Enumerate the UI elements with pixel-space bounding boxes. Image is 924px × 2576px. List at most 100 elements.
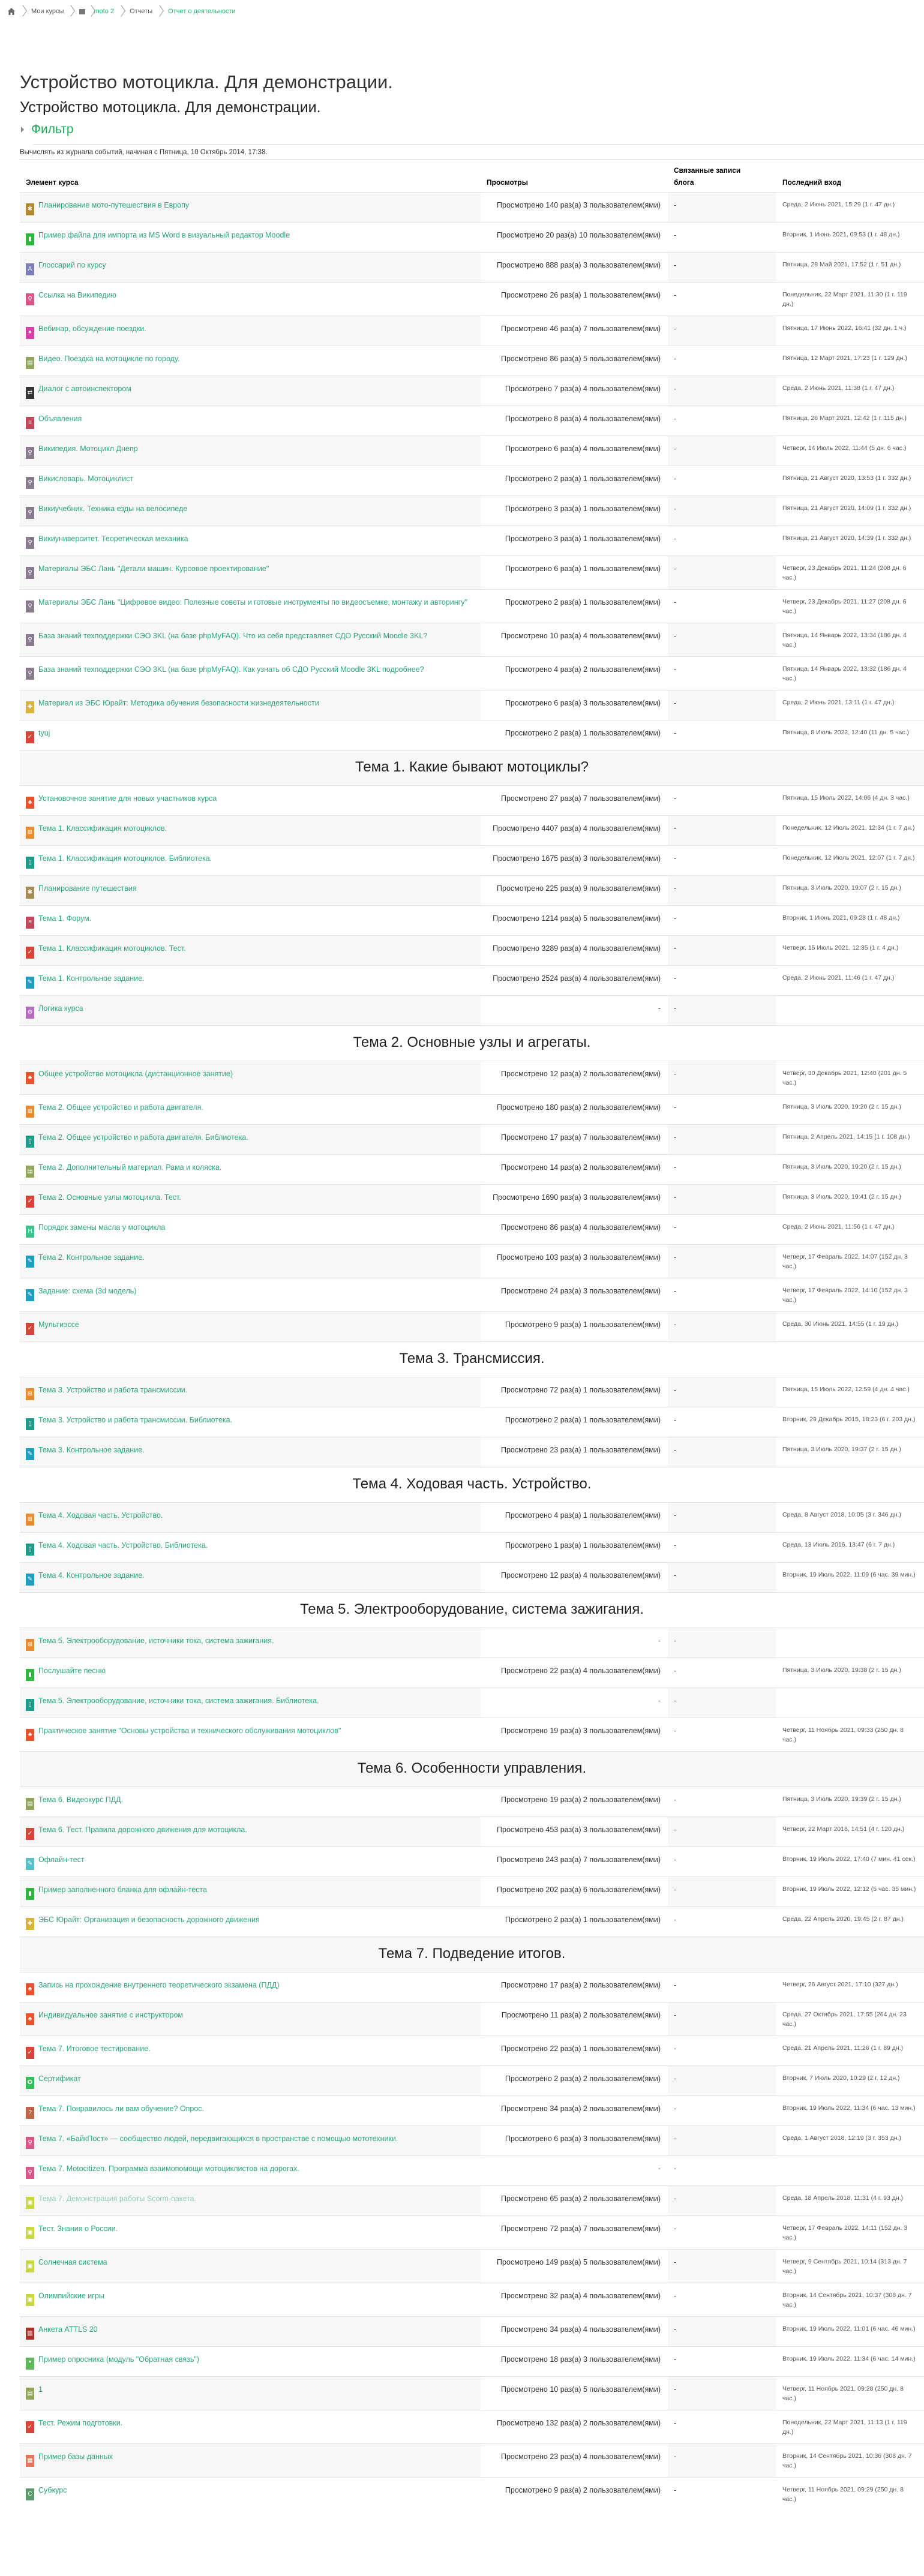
activity-link[interactable]: Задание: схема (3d модель) — [38, 1287, 137, 1295]
last-access-cell: Пятница, 3 Июль 2020, 19:39 (2 г. 15 дн.… — [776, 1787, 924, 1817]
activity-link[interactable]: Олимпийские игры — [38, 2292, 104, 2300]
activity-link[interactable]: Тема 6. Видеокурс ПДД. — [38, 1796, 124, 1804]
activity-link[interactable]: Тема 6. Тест. Правила дорожного движения… — [38, 1826, 247, 1834]
activity-link[interactable]: Тест. Режим подготовки. — [38, 2419, 123, 2427]
activity-link[interactable]: Википедия. Мотоцикл Днепр — [38, 445, 138, 453]
activity-link[interactable]: Вебинар, обсуждение поездки. — [38, 325, 146, 333]
activity-link[interactable]: Сертификат — [38, 2074, 81, 2083]
activity-link[interactable]: Пример заполненного бланка для офлайн-те… — [38, 1886, 207, 1894]
blog-cell: - — [668, 690, 776, 720]
table-row: ⚲ Википедия. Мотоцикл Днепр Просмотрено 6 … — [20, 436, 924, 466]
activity-link[interactable]: Тема 2. Дополнительный материал. Рама и … — [38, 1163, 222, 1172]
feedback-icon: ❝ — [26, 2358, 34, 2370]
activity-link[interactable]: Тема 1. Классификация мотоциклов. Тест. — [38, 944, 186, 953]
activity-link[interactable]: Тема 7. Демонстрация работы Scorm-пакета… — [38, 2194, 197, 2203]
activity-link[interactable]: Викиуниверситет. Теоретическая механика — [38, 535, 188, 543]
breadcrumb-my-courses[interactable]: Мои курсы — [31, 8, 64, 15]
activity-link[interactable]: Пример опросника (модуль "Обратная связь… — [38, 2355, 199, 2364]
activity-link[interactable]: Тема 3. Устройство и работа трансмиссии. — [38, 1386, 188, 1394]
activity-link[interactable]: ЭБС Юрайт: Организация и безопасность до… — [38, 1916, 260, 1924]
home-icon[interactable] — [7, 7, 16, 16]
activity-link[interactable]: Тема 2. Общее устройство и работа двигат… — [38, 1133, 248, 1142]
activity-link[interactable]: Установочное занятие для новых участнико… — [38, 794, 217, 803]
activity-link[interactable]: Тема 2. Контрольное задание. — [38, 1253, 145, 1262]
last-access-cell — [776, 1628, 924, 1658]
section-title: Тема 2. Основные узлы и агрегаты. — [20, 1025, 924, 1061]
activity-link[interactable]: Порядок замены масла у мотоцикла — [38, 1223, 166, 1232]
activity-link[interactable]: База знаний техподдержки СЭО 3KL (на баз… — [38, 632, 428, 640]
table-row: ✚ ЭБС Юрайт: Организация и безопасность д… — [20, 1907, 924, 1937]
activity-link[interactable]: Материалы ЭБС Лань "Детали машин. Курсов… — [38, 565, 269, 573]
activity-link[interactable]: Планирование путешествия — [38, 884, 137, 893]
activity-link[interactable]: Тема 7. Итоговое тестирование. — [38, 2044, 151, 2053]
activity-link[interactable]: Анкета ATTLS 20 — [38, 2325, 98, 2334]
views-cell: - — [481, 995, 668, 1026]
table-row: ≡ Тема 1. Форум. Просмотрено 1214 раз(а) 5… — [20, 905, 924, 936]
blog-cell: - — [668, 875, 776, 906]
views-cell: Просмотрено 132 раз(а) 2 пользователем(я… — [481, 2410, 668, 2444]
activity-link[interactable]: Практическое занятие "Основы устройства … — [38, 1727, 341, 1735]
activity-link[interactable]: Логика курса — [38, 1004, 83, 1013]
activity-link[interactable]: Тема 1. Классификация мотоциклов. — [38, 824, 167, 833]
activity-link[interactable]: Тема 3. Устройство и работа трансмиссии.… — [38, 1416, 233, 1424]
activity-cell: ▥ Анкета ATTLS 20 — [20, 2316, 481, 2347]
activity-link[interactable]: Запись на прохождение внутреннего теорет… — [38, 1981, 280, 1989]
activity-link[interactable]: Тема 3. Контрольное задание. — [38, 1446, 145, 1454]
activity-link[interactable]: Глоссарий по курсу — [38, 261, 106, 269]
activity-link[interactable]: Тема 7. «БайкПост» — сообщество людей, п… — [38, 2134, 398, 2143]
table-row: ✎ Офлайн-тест Просмотрено 243 раз(а) 7 пол… — [20, 1847, 924, 1877]
last-access-cell: Понедельник, 12 Июль 2021, 12:34 (1 г. 7… — [776, 815, 924, 846]
activity-link[interactable]: Тема 5. Электрооборудование, источники т… — [38, 1637, 274, 1645]
breadcrumb-activity-report[interactable]: Отчет о деятельности — [168, 8, 236, 15]
activity-cell: ✓ Тема 7. Итоговое тестирование. — [20, 2035, 481, 2066]
activity-cell: ✚ Материал из ЭБС Юрайт: Методика обучени… — [20, 690, 481, 720]
activity-link[interactable]: Мультиэссе — [38, 1320, 79, 1329]
activity-link[interactable]: Материал из ЭБС Юрайт: Методика обучения… — [38, 699, 319, 707]
activity-cell: ▮ Послушайте песню — [20, 1658, 481, 1688]
breadcrumb-course[interactable]: moto 2 — [94, 8, 115, 15]
page-icon: ▤ — [26, 2388, 34, 2400]
page-subtitle: Устройство мотоцикла. Для демонстрации. — [20, 99, 321, 116]
activity-link[interactable]: Пример базы данных — [38, 2452, 113, 2461]
activity-link[interactable]: Тема 7. Понравилось ли вам обучение? Опр… — [38, 2104, 204, 2113]
breadcrumb-reports[interactable]: Отчеты — [130, 8, 153, 15]
blog-cell: - — [668, 1407, 776, 1437]
filter-toggle[interactable]: Фильтр — [0, 118, 924, 139]
activity-link[interactable]: Тема 1. Контрольное задание. — [38, 974, 145, 983]
activity-link[interactable]: Солнечная система — [38, 2258, 107, 2266]
blog-cell: - — [668, 2376, 776, 2410]
activity-link[interactable]: Пример файла для импорта из MS Word в ви… — [38, 231, 290, 239]
activity-link[interactable]: Тема 2. Основные узлы мотоцикла. Тест. — [38, 1193, 181, 1202]
activity-link[interactable]: Общее устройство мотоцикла (дистанционно… — [38, 1070, 233, 1078]
lti-icon: ⚲ — [26, 537, 34, 549]
activity-link[interactable]: Тема 5. Электрооборудование, источники т… — [38, 1697, 319, 1705]
activity-link[interactable]: Видео. Поездка на мотоцикле по городу. — [38, 355, 180, 363]
scorm-icon: ▣ — [26, 2197, 34, 2209]
activity-link[interactable]: Ссылка на Википедию — [38, 291, 116, 299]
activity-link[interactable]: Тема 1. Классификация мотоциклов. Библио… — [38, 854, 212, 863]
activity-link[interactable]: Тема 4. Ходовая часть. Устройство. — [38, 1511, 163, 1520]
forum-icon: ≡ — [26, 917, 34, 929]
activity-link[interactable]: tyuj — [38, 729, 50, 737]
activity-link[interactable]: Послушайте песню — [38, 1667, 106, 1675]
activity-link[interactable]: 1 — [38, 2385, 43, 2394]
blog-cell: - — [668, 1244, 776, 1278]
activity-link[interactable]: Викиучебник. Техника езды на велосипеде — [38, 505, 188, 513]
activity-link[interactable]: Тема 7. Motocitizen. Программа взаимопом… — [38, 2164, 299, 2173]
activity-link[interactable]: Индивидуальное занятие с инструктором — [38, 2011, 184, 2019]
activity-link[interactable]: База знаний техподдержки СЭО 3KL (на баз… — [38, 665, 424, 674]
activity-link[interactable]: Планирование мото-путешествия в Европу — [38, 201, 190, 209]
activity-link[interactable]: Субкурс — [38, 2486, 67, 2494]
activity-link[interactable]: Тема 2. Общее устройство и работа двигат… — [38, 1103, 203, 1112]
activity-link[interactable]: Тема 1. Форум. — [38, 914, 92, 923]
activity-link[interactable]: Тема 4. Контрольное задание. — [38, 1571, 145, 1580]
header-views: Просмотры — [487, 178, 529, 187]
activity-link[interactable]: Объявления — [38, 415, 82, 423]
activity-link[interactable]: Викисловарь. Мотоциклист — [38, 475, 134, 483]
activity-link[interactable]: Тест. Знания о России. — [38, 2224, 118, 2233]
activity-link[interactable]: Диалог с автоинспектором — [38, 385, 131, 393]
activity-link[interactable]: Тема 4. Ходовая часть. Устройство. Библи… — [38, 1541, 208, 1550]
activity-link[interactable]: Офлайн-тест — [38, 1856, 85, 1864]
activity-link[interactable]: Материалы ЭБС Лань "Цифровое видео: Поле… — [38, 598, 467, 607]
blog-cell: - — [668, 1278, 776, 1312]
